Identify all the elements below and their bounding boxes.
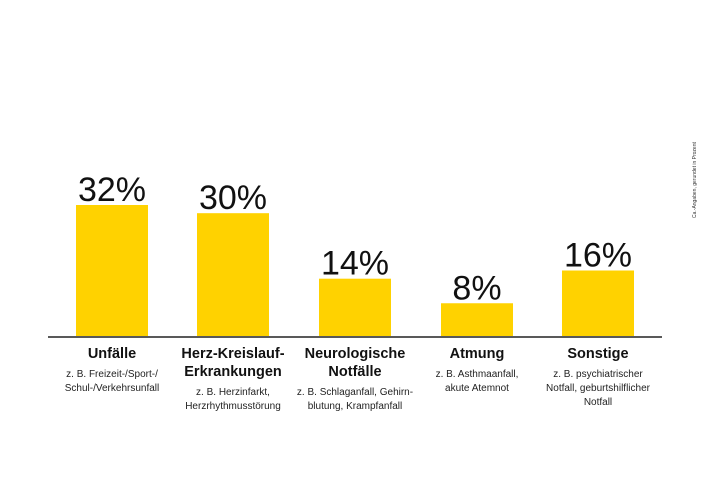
category-0: Unfälle z. B. Freizeit-/Sport-/ Schul-/Ve… <box>49 345 175 396</box>
category-title-4: Sonstige <box>567 346 629 362</box>
value-labels-group: 32% 30% 14% 8% 16% <box>78 171 632 307</box>
category-2: Neurologische Notfälle z. B. Schlaganfall… <box>292 345 418 414</box>
category-title-0: Unfälle <box>87 346 137 362</box>
category-labels: Unfälle z. B. Freizeit-/Sport-/ Schul-/Ve… <box>0 345 710 465</box>
category-title-1: Herz-Kreislauf- Erkrankungen <box>181 346 285 380</box>
category-3: Atmung z. B. Asthmaanfall, akute Atemnot <box>414 345 540 396</box>
category-detail-0: z. B. Freizeit-/Sport-/ Schul-/Verkehrsu… <box>64 369 160 394</box>
bar-0 <box>76 205 148 336</box>
value-label-2: 14% <box>321 245 389 283</box>
category-detail-2: z. B. Schlaganfall, Gehirn- blutung, Kra… <box>296 387 414 412</box>
category-1: Herz-Kreislauf- Erkrankungen z. B. Herzin… <box>170 345 296 414</box>
category-title-3: Atmung <box>449 346 505 362</box>
bars-group <box>76 205 634 336</box>
value-label-3: 8% <box>452 269 501 307</box>
category-title-2: Neurologische Notfälle <box>304 346 406 380</box>
category-detail-1: z. B. Herzinfarkt, Herzrhythmusstörung <box>185 387 281 412</box>
value-label-0: 32% <box>78 171 146 209</box>
value-label-4: 16% <box>564 237 632 275</box>
bar-4 <box>562 270 634 336</box>
source-note: Ca.-Angaben, gerundet in Prozent <box>692 142 698 218</box>
value-label-1: 30% <box>199 179 267 217</box>
bar-1 <box>197 213 269 336</box>
category-detail-3: z. B. Asthmaanfall, akute Atemnot <box>435 369 519 394</box>
bar-3 <box>441 303 513 336</box>
category-4: Sonstige z. B. psychiatrischer Notfall, g… <box>535 345 661 410</box>
category-detail-4: z. B. psychiatrischer Notfall, geburtshi… <box>546 369 650 408</box>
bar-2 <box>319 278 391 336</box>
